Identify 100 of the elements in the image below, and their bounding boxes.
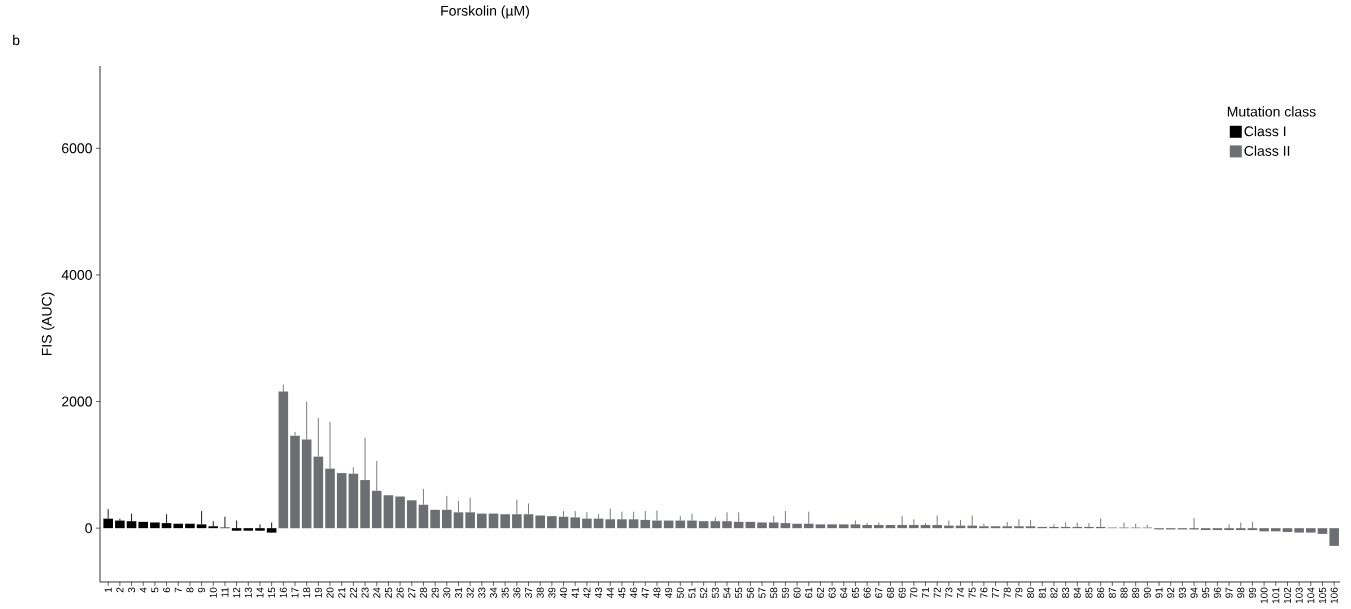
x-tick-label: 104 (1307, 587, 1315, 604)
x-tick-label: 106 (1330, 587, 1338, 604)
x-tick-label: 5 (151, 587, 159, 593)
bar (838, 524, 849, 529)
x-tick-label: 88 (1120, 587, 1128, 598)
x-tick-label: 96 (1213, 587, 1221, 598)
bar (710, 521, 721, 529)
y-tick-label: 2000 (62, 396, 92, 407)
bar (547, 516, 557, 529)
x-tick-label: 39 (548, 587, 556, 598)
x-tick-label: 95 (1202, 587, 1210, 598)
x-tick-label: 40 (560, 587, 568, 599)
x-tick-label: 79 (1015, 587, 1023, 598)
bar (850, 524, 861, 529)
bar (874, 525, 884, 529)
bar (1270, 528, 1281, 532)
y-tick-label: 6000 (62, 143, 92, 154)
bar (185, 523, 195, 529)
x-tick-label: 15 (268, 587, 276, 598)
legend-label: Class II (1244, 145, 1290, 156)
bar (255, 528, 265, 531)
x-tick-label: 41 (571, 587, 579, 599)
x-tick-label: 85 (1085, 587, 1093, 598)
x-tick-label: 27 (408, 587, 416, 598)
bar (862, 525, 872, 529)
x-tick-label: 82 (1050, 587, 1058, 598)
x-tick-label: 93 (1178, 587, 1186, 598)
y-tick-label: 4000 (61, 269, 92, 280)
bar (500, 514, 510, 529)
bar (885, 525, 896, 529)
x-tick-label: 83 (1062, 587, 1070, 598)
bar (488, 513, 499, 529)
bar (920, 525, 931, 529)
x-tick-label: 38 (536, 587, 544, 598)
x-tick-label: 28 (419, 587, 427, 598)
text: Forskolin (µM) (441, 5, 529, 19)
bar (290, 435, 300, 529)
x-tick-label: 55 (735, 587, 743, 598)
bar (757, 522, 767, 529)
x-tick-label: 62 (816, 587, 824, 598)
x-tick-label: 102 (1283, 587, 1291, 604)
x-tick-label: 99 (1248, 587, 1256, 598)
x-tick-label: 30 (443, 587, 451, 598)
x-tick-label: 98 (1237, 587, 1245, 598)
x-tick-label: 24 (373, 587, 381, 598)
x-tick-label: 70 (910, 587, 918, 598)
x-tick-label: 77 (992, 587, 999, 598)
legend-title: Mutation class (1227, 106, 1316, 117)
x-tick-label: 18 (303, 587, 311, 598)
x-tick-label: 78 (1003, 587, 1011, 598)
x-tick-label: 103 (1295, 587, 1303, 604)
x-tick-label: 42 (583, 587, 591, 599)
text: b (13, 34, 20, 46)
bar (792, 523, 802, 529)
x-tick-label: 12 (233, 587, 241, 598)
x-tick-label: 72 (933, 587, 941, 598)
y-tick-label: 0 (85, 523, 92, 534)
x-tick-label: 29 (431, 587, 439, 598)
x-tick-label: 7 (174, 587, 182, 593)
x-tick-label: 73 (945, 587, 953, 598)
x-tick-label: 19 (314, 587, 322, 598)
x-tick-label: 48 (653, 587, 661, 599)
bar (336, 473, 347, 529)
x-tick-label: 36 (513, 587, 521, 598)
x-tick-label: 37 (524, 587, 533, 598)
x-tick-label: 97 (1225, 587, 1233, 598)
bar (243, 528, 254, 531)
bar (150, 522, 160, 529)
x-tick-label: 21 (338, 587, 346, 598)
x-tick-label: 64 (840, 587, 848, 598)
bar (406, 500, 417, 529)
x-tick-label: 35 (501, 587, 509, 598)
x-tick-label: 10 (209, 587, 217, 598)
x-tick-label: 9 (198, 587, 206, 593)
bar (827, 524, 837, 529)
x-tick-label: 52 (700, 587, 708, 598)
x-tick-label: 76 (980, 587, 988, 598)
bar (535, 515, 545, 529)
bar (1317, 528, 1328, 534)
bar (1294, 528, 1304, 533)
bar (477, 513, 487, 529)
x-tick-label: 46 (630, 587, 638, 599)
x-tick-label: 8 (186, 587, 194, 593)
x-tick-label: 80 (1027, 587, 1035, 598)
x-tick-label: 43 (595, 587, 603, 599)
x-tick-label: 66 (863, 587, 871, 598)
x-tick-label: 16 (279, 587, 287, 598)
x-tick-label: 2 (116, 587, 124, 593)
x-tick-label: 3 (128, 587, 136, 593)
x-tick-label: 71 (922, 587, 929, 598)
x-tick-label: 57 (758, 587, 766, 598)
x-tick-label: 14 (256, 587, 264, 598)
x-tick-label: 65 (851, 587, 859, 598)
x-tick-label: 22 (349, 587, 357, 598)
bar (1282, 528, 1293, 532)
bar (698, 521, 709, 529)
x-tick-label: 26 (396, 587, 404, 598)
x-tick-label: 6 (163, 587, 171, 593)
x-tick-label: 68 (886, 587, 895, 598)
bar (383, 495, 394, 529)
